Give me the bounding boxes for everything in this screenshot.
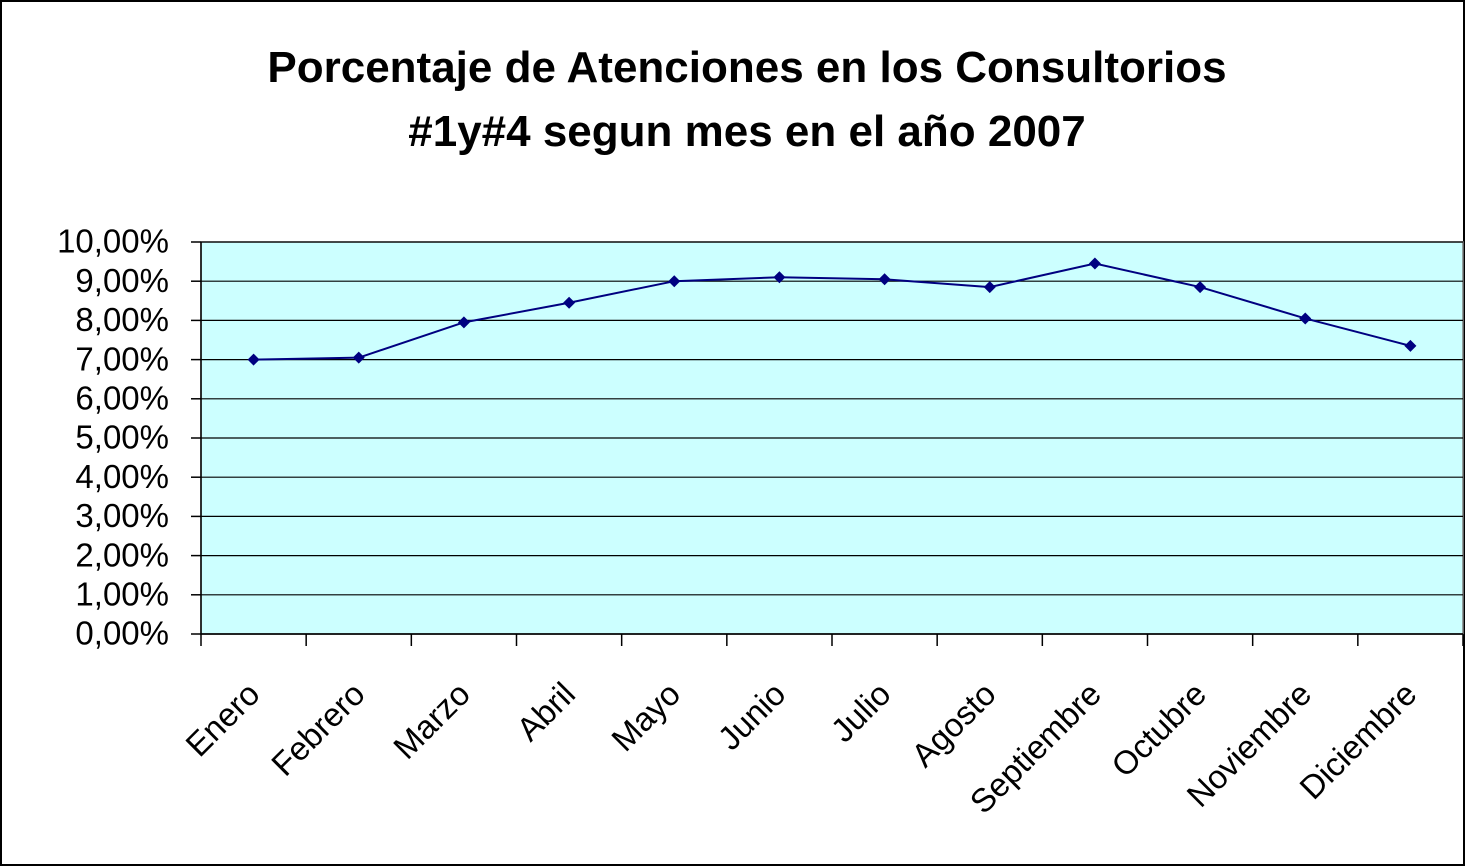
data-point: [352, 351, 365, 364]
data-point: [1088, 257, 1101, 270]
y-tick-label: 8,00%: [75, 301, 169, 338]
chart-title: #1y#4 segun mes en el año 2007: [408, 107, 1086, 156]
data-point: [983, 281, 996, 294]
y-tick-label: 4,00%: [75, 458, 169, 495]
data-point: [1194, 281, 1207, 294]
data-point: [563, 296, 576, 309]
y-tick-label: 6,00%: [75, 380, 169, 417]
y-tick-label: 2,00%: [75, 536, 169, 573]
y-tick-label: 1,00%: [75, 576, 169, 613]
y-tick-label: 3,00%: [75, 497, 169, 534]
y-tick-label: 5,00%: [75, 419, 169, 456]
y-tick-label: 10,00%: [57, 223, 169, 260]
data-point: [247, 353, 260, 366]
data-point: [878, 273, 891, 286]
data-point: [773, 271, 786, 284]
data-point: [1404, 339, 1417, 352]
chart-title: Porcentaje de Atenciones en los Consulto…: [267, 43, 1226, 92]
data-line: [253, 262, 1411, 361]
data-point: [1299, 312, 1312, 325]
data-point: [457, 316, 470, 329]
y-tick-label: 0,00%: [75, 615, 169, 652]
y-tick-label: 7,00%: [75, 340, 169, 377]
data-point: [668, 275, 681, 288]
y-tick-label: 9,00%: [75, 262, 169, 299]
